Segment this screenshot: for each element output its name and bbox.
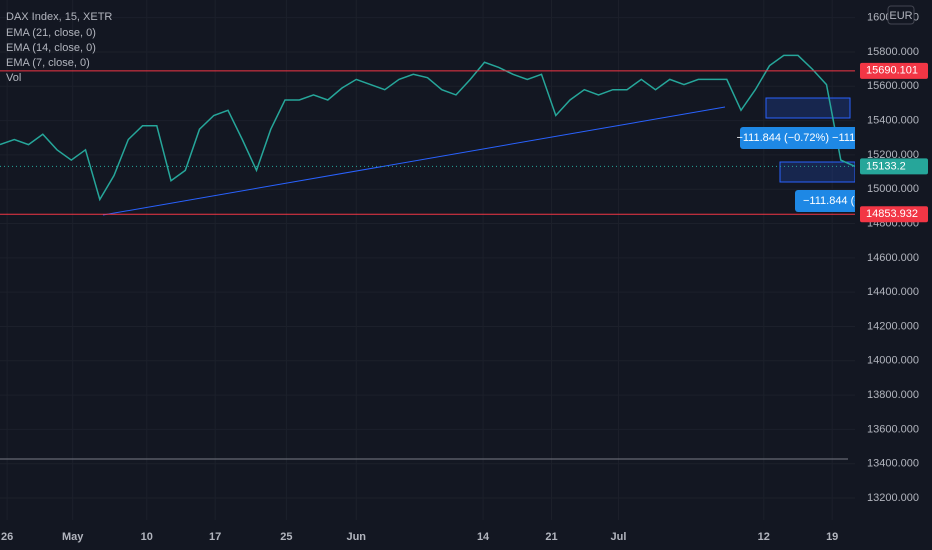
indicator: EMA (7, close, 0): [6, 57, 90, 69]
price-label-box: [860, 62, 928, 79]
x-tick-label: 26: [1, 531, 13, 543]
y-tick-label: 14000.000: [867, 355, 919, 367]
y-tick-label: 15600.000: [867, 80, 919, 92]
trend-line: [102, 106, 726, 216]
y-tick-label: 14400.000: [867, 286, 919, 298]
y-axis: [855, 0, 932, 520]
y-tick-label: 13800.000: [867, 389, 919, 401]
x-tick-label: 21: [545, 531, 557, 543]
y-tick-label: 14200.000: [867, 320, 919, 332]
y-tick-label: 13600.000: [867, 423, 919, 435]
annotation: −111.844 (−0.72%) −111844: [736, 132, 873, 144]
plot: [0, 54, 856, 215]
indicator: EMA (21, close, 0): [6, 27, 96, 39]
price-label: 15133.2: [866, 160, 906, 172]
y-tick-label: 15800.000: [867, 46, 919, 58]
measure-box: [779, 161, 856, 183]
x-tick-label: 14: [477, 531, 490, 543]
x-tick-label: 17: [209, 531, 221, 543]
x-tick-label: 12: [758, 531, 770, 543]
indicator: Vol: [6, 72, 21, 84]
y-tick-label: 15400.000: [867, 115, 919, 127]
x-tick-label: 19: [826, 531, 838, 543]
x-tick-label: Jul: [610, 531, 626, 543]
price-label-box: [860, 206, 928, 223]
y-tick-label: 13400.000: [867, 458, 919, 470]
currency-button[interactable]: [887, 5, 915, 25]
y-tick-label: 14600.000: [867, 252, 919, 264]
price-label: 15690.101: [866, 65, 918, 77]
x-tick-label: 10: [141, 531, 153, 543]
x-tick-label: Jun: [346, 531, 366, 543]
axes: 13200.000 13400.000 13600.000 13800.000 1400…: [1, 12, 928, 543]
measure-box: [765, 97, 851, 119]
x-tick-label: May: [62, 531, 84, 543]
currency[interactable]: EUR: [889, 10, 912, 22]
annotation-box: [740, 127, 870, 149]
y-tick-label: 15000.000: [867, 183, 919, 195]
chart-title: DAX Index, 15, XETR: [6, 11, 112, 23]
grid: [0, 0, 855, 520]
x-axis: [0, 520, 932, 550]
price-label-box: [860, 158, 928, 175]
indicator: EMA (14, close, 0): [6, 42, 96, 54]
price-label: 14853.932: [866, 208, 918, 220]
annotation-box: [795, 190, 870, 212]
y-tick-label: 13200.000: [867, 492, 919, 504]
price-line: [0, 54, 856, 202]
y-tick-label: 15200.000: [867, 149, 919, 161]
x-tick-label: 25: [280, 531, 292, 543]
